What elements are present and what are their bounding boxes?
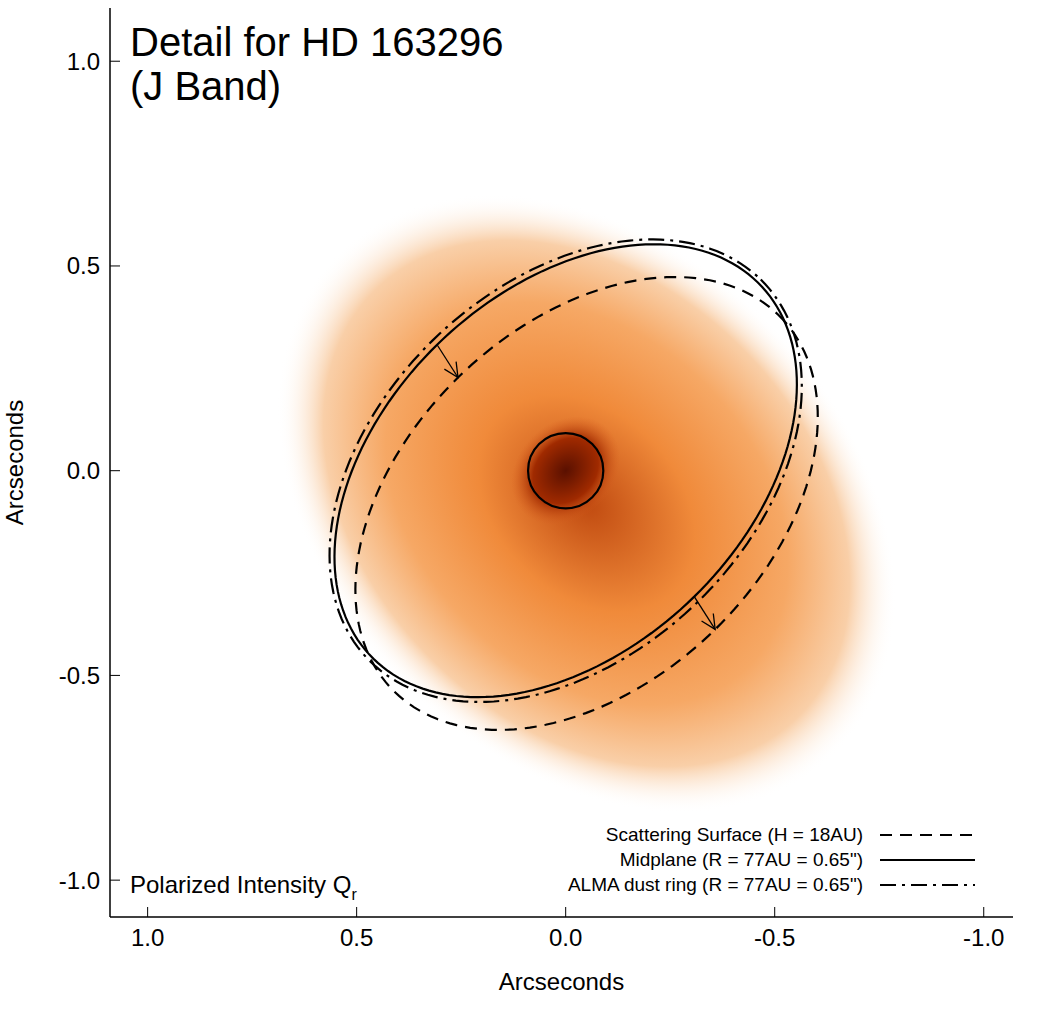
svg-text:ALMA dust ring (R = 77AU = 0.6: ALMA dust ring (R = 77AU = 0.65")	[568, 874, 863, 895]
svg-text:-1.0: -1.0	[963, 924, 1004, 951]
svg-text:1.0: 1.0	[67, 48, 100, 75]
svg-text:Scattering Surface (H = 18AU): Scattering Surface (H = 18AU)	[606, 824, 863, 845]
svg-text:Detail for HD 163296: Detail for HD 163296	[130, 20, 504, 64]
svg-text:Arcseconds: Arcseconds	[1, 400, 28, 525]
svg-text:0.5: 0.5	[340, 924, 373, 951]
svg-text:-0.5: -0.5	[59, 662, 100, 689]
svg-text:Midplane (R = 77AU = 0.65"): Midplane (R = 77AU = 0.65")	[620, 849, 863, 870]
svg-text:0.0: 0.0	[549, 924, 582, 951]
svg-text:(J Band): (J Band)	[130, 64, 281, 108]
svg-text:0.0: 0.0	[67, 457, 100, 484]
svg-text:0.5: 0.5	[67, 252, 100, 279]
svg-text:1.0: 1.0	[131, 924, 164, 951]
svg-text:-0.5: -0.5	[754, 924, 795, 951]
svg-text:-1.0: -1.0	[59, 867, 100, 894]
svg-text:Polarized Intensity Qr: Polarized Intensity Qr	[130, 871, 357, 903]
svg-text:Arcseconds: Arcseconds	[499, 968, 624, 995]
